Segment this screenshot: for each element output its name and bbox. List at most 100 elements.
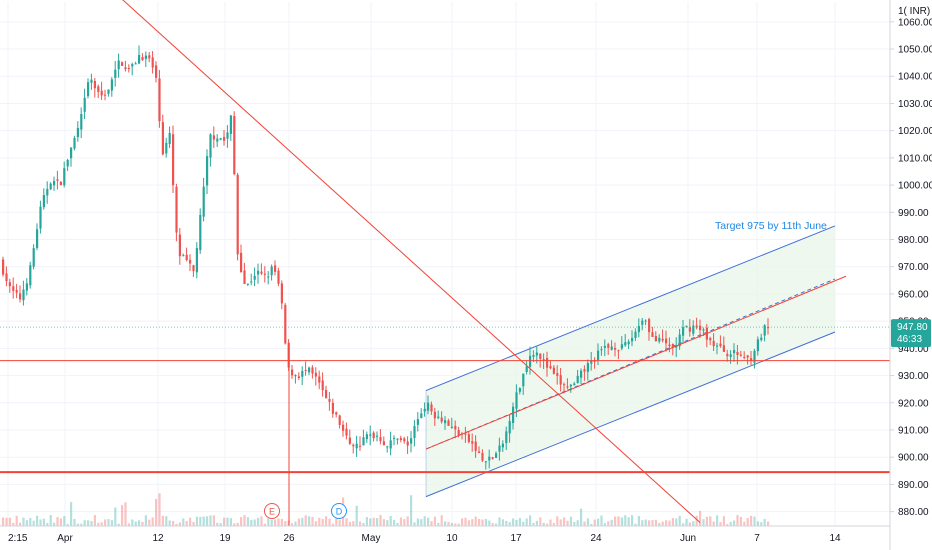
currency-label[interactable]: 1( INR) <box>898 6 930 17</box>
volume-bar <box>413 522 416 526</box>
volume-bar <box>726 523 729 526</box>
channel-median-red-line[interactable] <box>425 275 847 450</box>
volume-bar <box>158 493 161 526</box>
volume-bar <box>447 522 450 526</box>
candle-body <box>131 64 134 67</box>
candle-body <box>423 408 426 412</box>
candle-body <box>410 438 413 444</box>
candle-body <box>437 416 440 418</box>
volume-bar <box>131 519 134 526</box>
candle-body <box>121 62 124 66</box>
volume-bar <box>488 520 491 526</box>
candle-body <box>39 206 42 229</box>
currency-label-bg <box>893 2 930 18</box>
candle-body <box>668 344 671 347</box>
volume-bar <box>586 518 589 526</box>
volume-bar <box>702 519 705 526</box>
volume-bar <box>512 518 515 526</box>
candle-body <box>539 353 542 359</box>
volume-bar <box>389 515 392 526</box>
volume-bar <box>134 521 137 526</box>
candle-body <box>328 399 331 402</box>
volume-bar <box>29 518 32 526</box>
volume-bar <box>433 516 436 526</box>
candle-body <box>495 453 498 458</box>
candle-body <box>518 388 521 392</box>
candle-body <box>216 138 219 142</box>
candle-body <box>114 69 117 78</box>
candle-body <box>257 270 260 275</box>
volume-bar <box>46 523 49 526</box>
candle-body <box>450 426 453 428</box>
candle-body <box>42 194 45 208</box>
candle-body <box>654 335 657 342</box>
candle-body <box>338 415 341 425</box>
volume-bar <box>348 521 351 526</box>
candle-body <box>246 283 249 285</box>
volume-bar <box>22 517 25 526</box>
drawn-lines[interactable] <box>0 0 890 526</box>
candle-body <box>76 127 79 138</box>
volume-bar <box>403 519 406 526</box>
candle-body <box>576 375 579 384</box>
candle-body <box>702 329 705 331</box>
downtrend-line[interactable] <box>117 0 701 523</box>
candle-body <box>379 437 382 442</box>
earnings-marker[interactable]: E <box>264 503 280 519</box>
candle-body <box>756 339 759 352</box>
volume-bar <box>216 522 219 526</box>
volume-bar <box>8 517 11 526</box>
volume-bar <box>246 517 249 526</box>
volume-bar <box>104 519 107 526</box>
candle-body <box>620 344 623 349</box>
volume-bar <box>107 519 110 526</box>
candle-body <box>212 135 215 140</box>
candle-body <box>624 342 627 346</box>
volume-bar <box>331 523 334 526</box>
volume-bar <box>736 515 739 526</box>
candle-body <box>15 290 18 293</box>
candle-body <box>223 136 226 141</box>
candle-body <box>5 273 8 282</box>
candle-body <box>253 275 256 280</box>
x-axis[interactable]: 2:15 Apr 12 19 26 May 10 17 24 Jun 7 14 <box>0 525 890 544</box>
candle-body <box>56 179 59 181</box>
volume-bar <box>19 522 22 526</box>
volume-bar <box>559 519 562 526</box>
candle-body <box>712 340 715 347</box>
channel-lower-line[interactable] <box>425 331 836 498</box>
volume-bar <box>182 518 185 526</box>
volume-bar <box>729 521 732 526</box>
candle-body <box>491 457 494 459</box>
candle-body <box>202 186 205 217</box>
candle-body <box>277 270 280 284</box>
candle-body <box>532 355 535 357</box>
candle-body <box>175 186 178 233</box>
candle-body <box>484 461 487 463</box>
candle-body <box>178 234 181 257</box>
volume-bar <box>56 517 59 526</box>
y-tick-label: 940.00 <box>898 344 929 355</box>
dividend-marker[interactable]: D <box>331 503 347 519</box>
volume-bar <box>379 515 382 526</box>
volume-bar <box>515 520 518 526</box>
candle-body <box>219 138 222 140</box>
candle-body <box>376 435 379 437</box>
y-tick-label: 990.00 <box>898 208 929 219</box>
candle-body <box>270 266 273 276</box>
volume-bar <box>627 517 630 526</box>
volume-bar <box>25 520 28 526</box>
volume-bar <box>335 518 338 526</box>
volume-bar <box>478 518 481 526</box>
candle-body <box>46 188 49 196</box>
candle-body <box>444 420 447 424</box>
candle-body <box>644 320 647 322</box>
volume-bar <box>270 519 273 526</box>
candle-body <box>53 180 56 186</box>
target-annotation: Target 975 by 11th June <box>715 220 827 232</box>
channel-upper-line[interactable] <box>425 225 836 391</box>
channel-fill <box>426 225 835 497</box>
volume-bar <box>80 523 83 526</box>
